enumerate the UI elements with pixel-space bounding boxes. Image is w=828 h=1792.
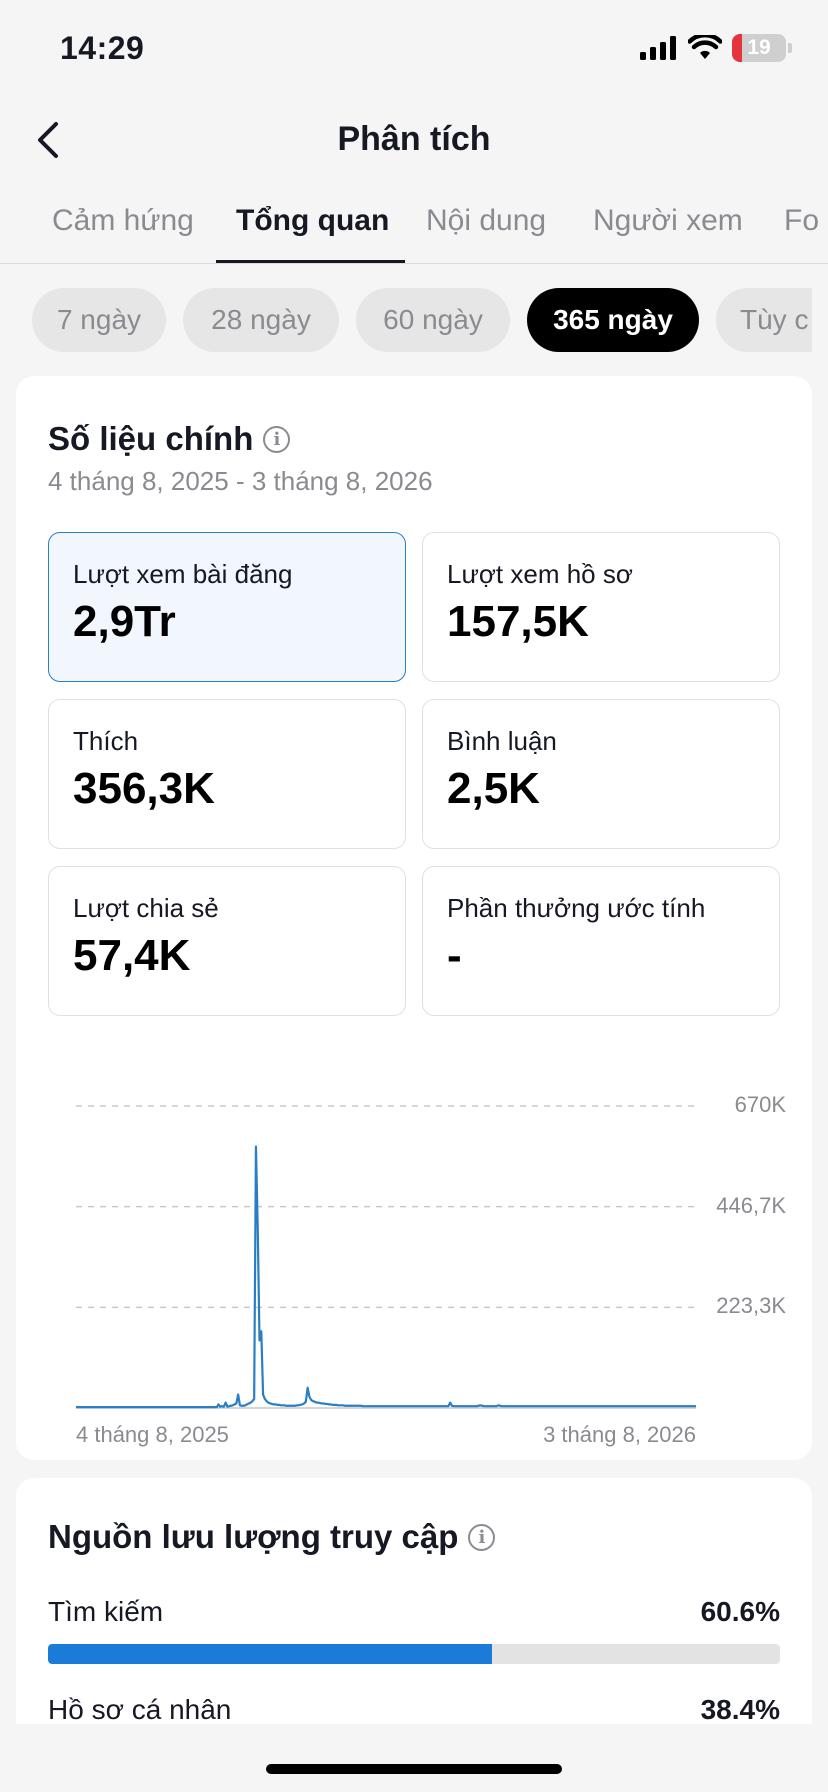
key-metrics-card: Số liệu chính i 4 tháng 8, 2025 - 3 thán… (16, 376, 812, 1460)
nav-bar: Phân tích (0, 100, 828, 180)
wifi-icon (688, 35, 722, 59)
traffic-bar-fill (48, 1644, 492, 1664)
chevron-left-icon (38, 122, 58, 158)
battery-icon: 19 (732, 34, 786, 62)
metric-post-views[interactable]: Lượt xem bài đăng 2,9Tr (48, 532, 406, 682)
chart-y-tick-label: 223,3K (716, 1293, 786, 1319)
metric-label: Lượt xem hồ sơ (447, 559, 633, 589)
battery-level: 19 (747, 36, 771, 59)
status-icons: 19 (640, 34, 792, 62)
metric-estimated-rewards[interactable]: Phần thưởng ước tính - (422, 866, 780, 1016)
metric-label: Lượt xem bài đăng (73, 559, 293, 589)
key-metrics-title: Số liệu chính (48, 420, 254, 457)
traffic-label: Tìm kiếm (48, 1596, 164, 1627)
traffic-row-search: Tìm kiếm 60.6% (48, 1596, 780, 1676)
metric-label: Bình luận (447, 726, 557, 756)
traffic-sources-header: Nguồn lưu lượng truy cập i (48, 1518, 496, 1556)
range-365-days[interactable]: 365 ngày (527, 288, 699, 352)
date-range-chips: 7 ngày 28 ngày 60 ngày 365 ngày Tùy c (0, 288, 812, 354)
traffic-label: Hồ sơ cá nhân (48, 1694, 232, 1725)
active-tab-indicator (216, 260, 405, 263)
tab-followers[interactable]: Fo (784, 204, 820, 237)
metric-value: - (447, 931, 462, 980)
key-metrics-header: Số liệu chính i (48, 420, 291, 458)
metric-label: Phần thưởng ước tính (447, 893, 706, 923)
chart-svg (76, 1105, 696, 1409)
battery-cap (788, 43, 792, 53)
back-button[interactable] (22, 114, 74, 166)
metric-value: 356,3K (73, 764, 215, 813)
metric-label: Lượt chia sẻ (73, 893, 219, 923)
metric-shares[interactable]: Lượt chia sẻ 57,4K (48, 866, 406, 1016)
tab-overview[interactable]: Tổng quan (236, 204, 390, 237)
metric-comments[interactable]: Bình luận 2,5K (422, 699, 780, 849)
home-indicator[interactable] (266, 1764, 562, 1774)
views-line-chart[interactable]: 670K 446,7K 223,3K 4 tháng 8, 2025 3 tháng 8… (46, 1036, 786, 1456)
status-bar: 14:29 19 (0, 0, 828, 100)
cellular-signal-icon (640, 36, 676, 60)
home-area (0, 1724, 828, 1792)
metric-label: Thích (73, 726, 139, 756)
chart-y-tick-label: 446,7K (716, 1192, 786, 1218)
metric-value: 2,5K (447, 764, 540, 813)
metric-value: 157,5K (447, 597, 589, 646)
metric-likes[interactable]: Thích 356,3K (48, 699, 406, 849)
traffic-percent: 38.4% (700, 1694, 780, 1725)
range-7-days[interactable]: 7 ngày (32, 288, 166, 352)
tab-viewers[interactable]: Người xem (593, 204, 743, 237)
range-28-days[interactable]: 28 ngày (183, 288, 339, 352)
date-range: 4 tháng 8, 2025 - 3 tháng 8, 2026 (48, 466, 433, 496)
chart-y-tick-label: 670K (734, 1092, 786, 1117)
metric-profile-views[interactable]: Lượt xem hồ sơ 157,5K (422, 532, 780, 682)
tab-content[interactable]: Nội dung (426, 204, 547, 237)
traffic-percent: 60.6% (700, 1596, 780, 1627)
info-icon[interactable]: i (263, 425, 291, 453)
range-custom[interactable]: Tùy c (716, 288, 812, 352)
chart-x-tick-label: 4 tháng 8, 2025 (76, 1422, 229, 1447)
analytics-tabs: Cảm hứng Tổng quan Nội dung Người xem Fo (0, 190, 828, 264)
info-icon[interactable]: i (468, 1523, 496, 1551)
traffic-bar-track (48, 1644, 780, 1664)
range-60-days[interactable]: 60 ngày (356, 288, 510, 352)
battery-fill (732, 34, 743, 62)
page-title: Phân tích (337, 120, 491, 158)
metric-value: 2,9Tr (73, 597, 176, 646)
status-time: 14:29 (60, 30, 145, 66)
traffic-sources-title: Nguồn lưu lượng truy cập (48, 1518, 459, 1555)
chart-series-line (76, 1145, 696, 1409)
metric-value: 57,4K (73, 931, 191, 980)
chart-x-tick-label: 3 tháng 8, 2026 (543, 1422, 696, 1447)
tab-inspiration[interactable]: Cảm hứng (52, 204, 194, 237)
